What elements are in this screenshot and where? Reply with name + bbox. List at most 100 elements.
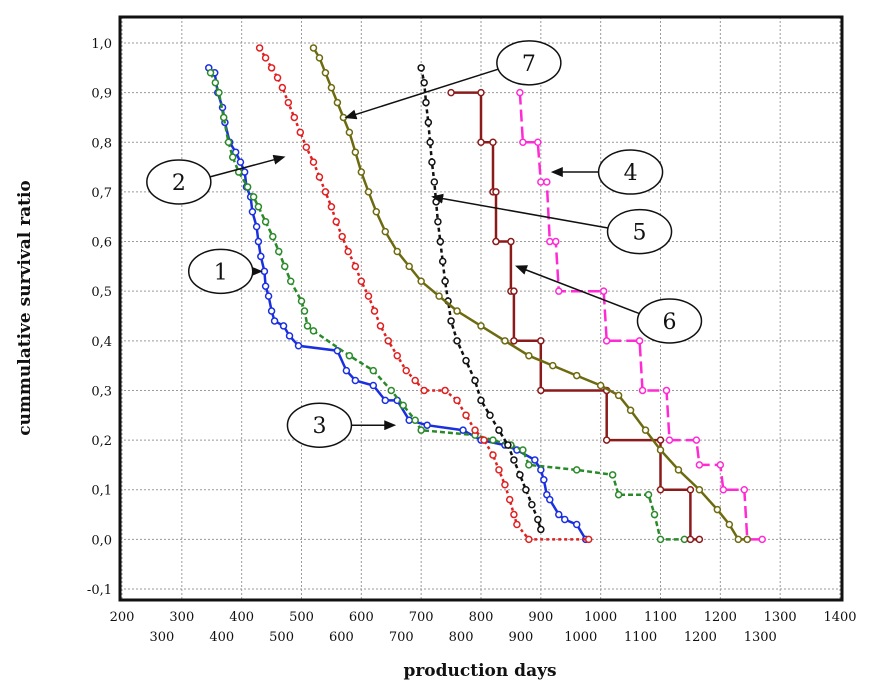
x-tick-label-top: 300 xyxy=(169,610,194,625)
data-point xyxy=(352,378,358,384)
data-point xyxy=(616,492,622,498)
data-point xyxy=(421,387,427,393)
data-point xyxy=(574,521,580,527)
x-tick-label-bottom: 1300 xyxy=(744,630,777,645)
annotation-label: 1 xyxy=(214,260,228,285)
data-point xyxy=(658,536,664,542)
data-point xyxy=(382,397,388,403)
x-tick-label-top: 200 xyxy=(110,610,135,625)
data-point xyxy=(696,487,702,493)
data-point xyxy=(442,278,448,284)
data-point xyxy=(523,487,529,493)
data-point xyxy=(535,139,541,145)
data-point xyxy=(412,417,418,423)
data-point xyxy=(421,80,427,86)
data-point xyxy=(502,338,508,344)
data-point xyxy=(511,288,517,294)
data-point xyxy=(448,318,454,324)
data-point xyxy=(604,437,610,443)
data-point xyxy=(681,536,687,542)
data-point xyxy=(508,239,514,245)
data-point xyxy=(454,397,460,403)
annotation-label: 5 xyxy=(633,221,647,246)
data-point xyxy=(221,114,227,120)
data-point xyxy=(547,239,553,245)
data-point xyxy=(382,229,388,235)
data-point xyxy=(358,278,364,284)
data-point xyxy=(255,204,261,210)
data-point xyxy=(263,283,269,289)
data-point xyxy=(339,234,345,240)
data-point xyxy=(478,397,484,403)
x-tick-label-bottom: 800 xyxy=(449,630,474,645)
data-point xyxy=(460,427,466,433)
data-point xyxy=(511,512,517,518)
x-axis-title: production days xyxy=(403,661,556,681)
data-point xyxy=(263,55,269,61)
data-point xyxy=(328,204,334,210)
x-tick-label-bottom: 600 xyxy=(329,630,354,645)
data-point xyxy=(429,159,435,165)
data-point xyxy=(403,368,409,374)
data-point xyxy=(526,353,532,359)
x-tick-label-top: 1000 xyxy=(584,610,617,625)
data-point xyxy=(616,392,622,398)
data-point xyxy=(333,219,339,225)
data-point xyxy=(505,442,511,448)
data-point xyxy=(423,100,429,106)
data-point xyxy=(574,467,580,473)
data-point xyxy=(574,373,580,379)
data-point xyxy=(496,467,502,473)
data-point xyxy=(346,129,352,135)
data-point xyxy=(478,323,484,329)
data-point xyxy=(643,427,649,433)
data-point xyxy=(714,507,720,513)
data-point xyxy=(334,100,340,106)
data-point xyxy=(553,239,559,245)
data-point xyxy=(437,239,443,245)
x-tick-label-bottom: 300 xyxy=(150,630,175,645)
data-point xyxy=(297,129,303,135)
data-point xyxy=(279,85,285,91)
data-point xyxy=(275,75,281,81)
data-point xyxy=(263,219,269,225)
data-point xyxy=(373,209,379,215)
data-point xyxy=(640,387,646,393)
data-point xyxy=(270,234,276,240)
y-tick-label: -0,1 xyxy=(87,583,112,598)
data-point xyxy=(237,159,243,165)
x-tick-label-top: 800 xyxy=(469,610,494,625)
data-point xyxy=(385,338,391,344)
data-point xyxy=(352,263,358,269)
data-point xyxy=(663,387,669,393)
data-point xyxy=(266,293,272,299)
data-point xyxy=(424,422,430,428)
x-tick-label-top: 600 xyxy=(349,610,374,625)
data-point xyxy=(433,199,439,205)
data-point xyxy=(496,427,502,433)
data-point xyxy=(502,482,508,488)
data-point xyxy=(216,90,222,96)
data-point xyxy=(604,338,610,344)
x-tick-label-bottom: 1000 xyxy=(564,630,597,645)
data-point xyxy=(535,517,541,523)
data-point xyxy=(493,239,499,245)
data-point xyxy=(322,189,328,195)
data-point xyxy=(538,526,544,532)
data-point xyxy=(242,169,248,175)
data-point xyxy=(394,248,400,254)
data-point xyxy=(370,382,376,388)
data-point xyxy=(538,467,544,473)
data-point xyxy=(550,363,556,369)
data-point xyxy=(532,457,538,463)
data-point xyxy=(301,308,307,314)
data-point xyxy=(526,462,532,468)
data-point xyxy=(352,149,358,155)
y-tick-label: 1,0 xyxy=(91,37,112,52)
data-point xyxy=(507,497,513,503)
data-point xyxy=(744,536,750,542)
data-point xyxy=(226,139,232,145)
x-tick-label-top: 1200 xyxy=(704,610,737,625)
data-point xyxy=(288,278,294,284)
